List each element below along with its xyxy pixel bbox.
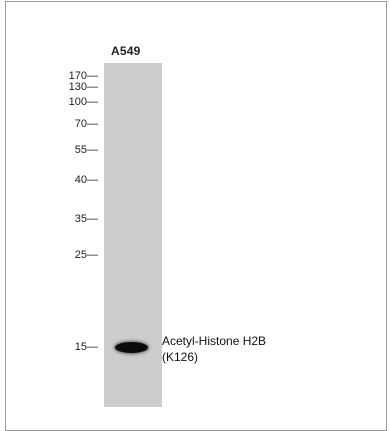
lane-label-a549: A549	[111, 44, 141, 58]
marker-35: 35—	[74, 213, 98, 225]
marker-100: 100—	[68, 96, 98, 108]
protein-band	[115, 342, 148, 353]
marker-70: 70—	[74, 118, 98, 130]
marker-40: 40—	[74, 174, 98, 186]
gel-lane	[104, 63, 162, 407]
marker-130: 130—	[68, 81, 98, 93]
marker-25: 25—	[74, 249, 98, 261]
marker-170: 170—	[68, 70, 98, 82]
band-label-line1: Acetyl-Histone H2B	[162, 334, 267, 348]
marker-55: 55—	[74, 144, 98, 156]
band-label-line2: (K126)	[162, 350, 199, 364]
figure-frame	[5, 1, 387, 431]
marker-15: 15—	[74, 341, 98, 353]
